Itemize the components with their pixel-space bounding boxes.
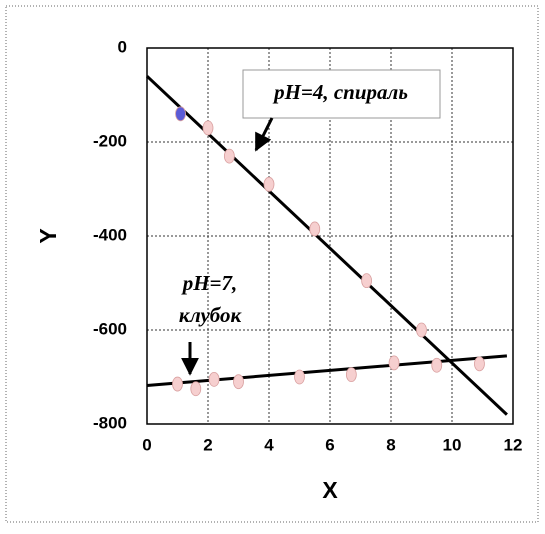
y-axis-title: Y (35, 228, 61, 243)
y-tick-label: -400 (93, 225, 127, 244)
x-axis-title: X (322, 477, 338, 503)
point (208, 371, 220, 387)
y-tick-label: -600 (93, 319, 127, 338)
frame (5, 5, 539, 523)
point (175, 106, 186, 122)
point (233, 374, 244, 390)
point (309, 221, 321, 237)
x-tick-label: 4 (264, 435, 274, 454)
x-tick-label: 10 (443, 435, 462, 454)
point (190, 381, 202, 397)
point (294, 369, 305, 385)
annotation: pH=7, (181, 271, 238, 295)
x-tick-label: 6 (325, 435, 334, 454)
x-tick-label: 2 (203, 435, 212, 454)
y-tick-label: -800 (93, 413, 127, 432)
arrow (254, 117, 274, 152)
point (172, 376, 183, 392)
point (388, 355, 400, 371)
point (345, 367, 357, 383)
fit-line (145, 75, 508, 416)
point (474, 356, 485, 372)
y-tick-label: 0 (118, 37, 127, 56)
x-tick-label: 0 (142, 435, 151, 454)
point (361, 273, 373, 289)
annotation: клубок (179, 303, 243, 327)
plot-area (146, 47, 514, 425)
point (416, 322, 427, 338)
x-tick-label: 8 (386, 435, 395, 454)
fit-line (146, 354, 508, 387)
annotation-box (242, 69, 441, 119)
x-tick-label: 12 (504, 435, 523, 454)
annotation: pH=4, спираль (272, 80, 408, 104)
point (263, 176, 275, 192)
y-tick-label: -200 (93, 131, 127, 150)
point (431, 357, 443, 373)
point (202, 120, 214, 136)
point (223, 148, 235, 164)
